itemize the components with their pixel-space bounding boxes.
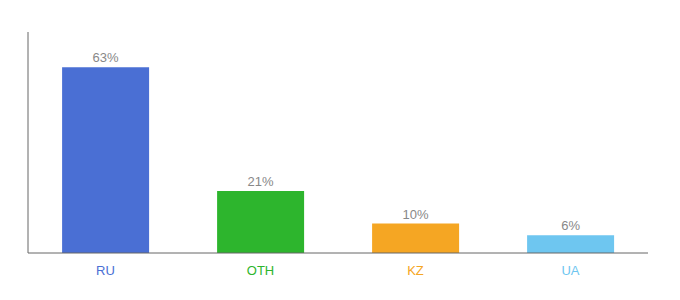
svg-text:21%: 21% <box>248 174 274 189</box>
svg-text:6%: 6% <box>561 218 580 233</box>
svg-text:RU: RU <box>96 263 115 278</box>
svg-text:UA: UA <box>561 263 579 278</box>
svg-text:10%: 10% <box>403 207 429 222</box>
svg-text:OTH: OTH <box>247 263 274 278</box>
svg-text:KZ: KZ <box>407 263 424 278</box>
svg-text:63%: 63% <box>93 50 119 65</box>
